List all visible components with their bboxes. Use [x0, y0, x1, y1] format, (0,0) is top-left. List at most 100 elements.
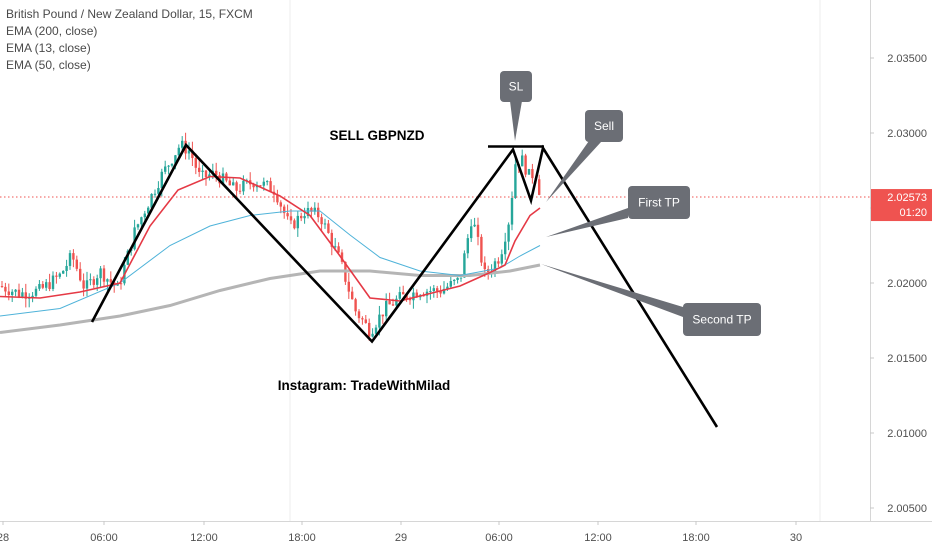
candle-body	[463, 253, 466, 278]
candle-body	[459, 277, 463, 279]
candle-body	[187, 150, 191, 154]
candle-body	[378, 314, 381, 328]
candle-body	[337, 246, 340, 253]
candle-body	[487, 269, 490, 273]
candle-body	[527, 169, 531, 175]
time-tick-label: 06:00	[90, 532, 118, 544]
candle-body	[385, 300, 388, 317]
legend-symbol[interactable]: British Pound / New Zealand Dollar, 15, …	[6, 7, 253, 21]
candle-body	[7, 291, 10, 295]
candle-body	[507, 224, 510, 242]
first-tp-callout-pointer	[546, 208, 628, 237]
legend-ema-13[interactable]: EMA (13, close)	[6, 41, 91, 55]
sell-callout-label: Sell	[594, 119, 614, 133]
candle-body	[521, 155, 524, 167]
candle-body	[289, 216, 293, 221]
candle-body	[92, 279, 95, 285]
candle-body	[514, 164, 517, 199]
candle-body	[357, 311, 361, 319]
candle-body	[415, 292, 418, 298]
candle-body	[79, 268, 82, 281]
candle-body	[201, 170, 204, 172]
candle-body	[262, 181, 265, 186]
candle-body	[405, 294, 408, 299]
candle-body	[170, 163, 174, 166]
candle-body	[164, 166, 167, 172]
candle-body	[340, 252, 344, 262]
price-tag-value: 2.02573	[887, 192, 927, 204]
candle-body	[17, 289, 21, 297]
candle-body	[402, 292, 405, 295]
candle-body	[381, 314, 384, 317]
sl-callout-pointer	[510, 101, 522, 141]
candle-body	[473, 224, 476, 227]
candle-body	[208, 174, 211, 178]
candle-body	[119, 283, 123, 285]
candle-body	[395, 298, 398, 306]
candle-body	[174, 155, 177, 164]
legend-ema-200[interactable]: EMA (200, close)	[6, 24, 98, 38]
candle-body	[429, 291, 432, 293]
price-tick-label: 2.00500	[887, 503, 927, 515]
candle-body	[62, 270, 65, 274]
candle-body	[320, 217, 323, 225]
candle-body	[215, 170, 218, 176]
sell-callout-pointer	[546, 138, 601, 202]
candle-body	[48, 282, 51, 289]
candle-body	[493, 261, 497, 272]
sell-callout-box	[585, 110, 623, 142]
candle-body	[140, 217, 143, 225]
candle-body	[65, 265, 68, 271]
candle-body	[483, 262, 486, 270]
candle-body	[72, 253, 75, 260]
candle-body	[351, 291, 354, 300]
candle-body	[153, 193, 157, 195]
price-tag-countdown: 01:20	[899, 207, 927, 219]
time-tick-label: 29	[395, 532, 407, 544]
candle-body	[266, 181, 269, 183]
candle-body	[310, 207, 313, 212]
candle-body	[361, 318, 364, 320]
candle-body	[439, 290, 442, 294]
candle-body	[0, 286, 4, 287]
candle-body	[497, 261, 500, 264]
candle-body	[470, 226, 473, 239]
candle-body	[34, 288, 38, 296]
time-tick-label: 06:00	[485, 532, 513, 544]
candle-body	[510, 198, 514, 225]
candle-body	[45, 282, 48, 288]
candle-body	[364, 319, 367, 323]
candle-body	[283, 206, 286, 214]
candle-body	[55, 275, 58, 277]
time-tick-label: 18:00	[682, 532, 710, 544]
candle-body	[157, 187, 160, 194]
candle-body	[31, 295, 34, 298]
candle-body	[99, 268, 102, 279]
candle-body	[38, 284, 41, 289]
candle-body	[259, 185, 262, 187]
candle-body	[136, 224, 140, 228]
candle-body	[313, 207, 316, 212]
legend-ema-50[interactable]: EMA (50, close)	[6, 58, 91, 72]
candle-body	[371, 333, 374, 337]
sell-callout: Sell	[546, 110, 623, 202]
candle-body	[388, 300, 391, 305]
candle-body	[68, 253, 72, 266]
candle-body	[228, 180, 231, 186]
second-tp-callout-label: Second TP	[692, 313, 751, 327]
candle-body	[317, 207, 320, 218]
candle-body	[252, 184, 255, 188]
sl-callout-label: SL	[509, 80, 524, 94]
candle-body	[133, 227, 136, 250]
sl-callout: SL	[500, 71, 532, 141]
zigzag-drawing	[90, 142, 719, 428]
candle-body	[453, 279, 456, 282]
candle-body	[82, 280, 85, 289]
price-axis-bg	[870, 0, 932, 550]
candle-body	[524, 155, 527, 175]
candle-body	[276, 194, 279, 203]
candle-body	[191, 150, 194, 159]
second-tp-callout-box	[683, 303, 761, 336]
candle-body	[58, 273, 61, 277]
